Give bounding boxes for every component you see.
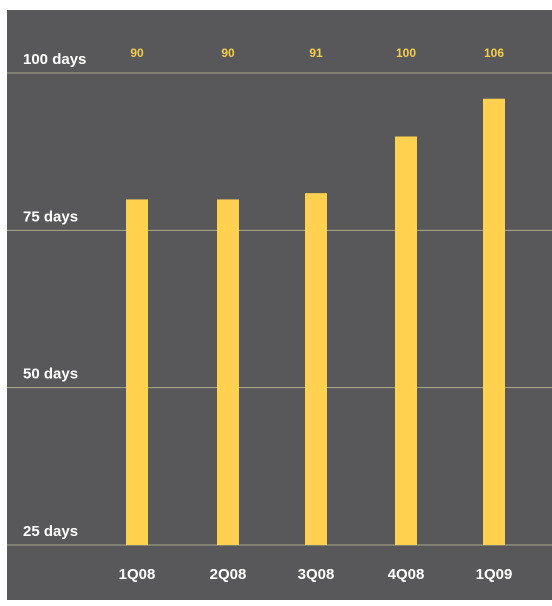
- x-tick-label: 4Q08: [388, 566, 425, 583]
- bar-2q08: [217, 199, 239, 545]
- bar-1q08: [126, 199, 148, 545]
- data-labels: 90 90 91 100 106: [130, 46, 504, 60]
- data-label: 91: [309, 46, 323, 60]
- x-tick-label: 2Q08: [210, 566, 247, 583]
- data-label: 90: [130, 46, 144, 60]
- y-axis-tick-labels: 100 days 75 days 50 days 25 days: [23, 51, 86, 540]
- gridlines: [7, 72, 552, 546]
- bar-1q09: [483, 98, 505, 546]
- y-tick-label: 50 days: [23, 366, 78, 383]
- bars: [126, 98, 505, 546]
- data-label: 90: [221, 46, 235, 60]
- x-tick-label: 1Q08: [119, 566, 156, 583]
- data-label: 100: [396, 46, 416, 60]
- bar-3q08: [305, 193, 327, 545]
- chart-panel: [7, 10, 552, 600]
- data-label: 106: [484, 46, 504, 60]
- y-tick-label: 25 days: [23, 523, 78, 540]
- bar-4q08: [395, 136, 417, 545]
- x-tick-label: 3Q08: [298, 566, 335, 583]
- y-tick-label: 100 days: [23, 51, 86, 68]
- y-tick-label: 75 days: [23, 208, 78, 225]
- x-axis-tick-labels: 1Q08 2Q08 3Q08 4Q08 1Q09: [119, 566, 513, 583]
- x-tick-label: 1Q09: [476, 566, 513, 583]
